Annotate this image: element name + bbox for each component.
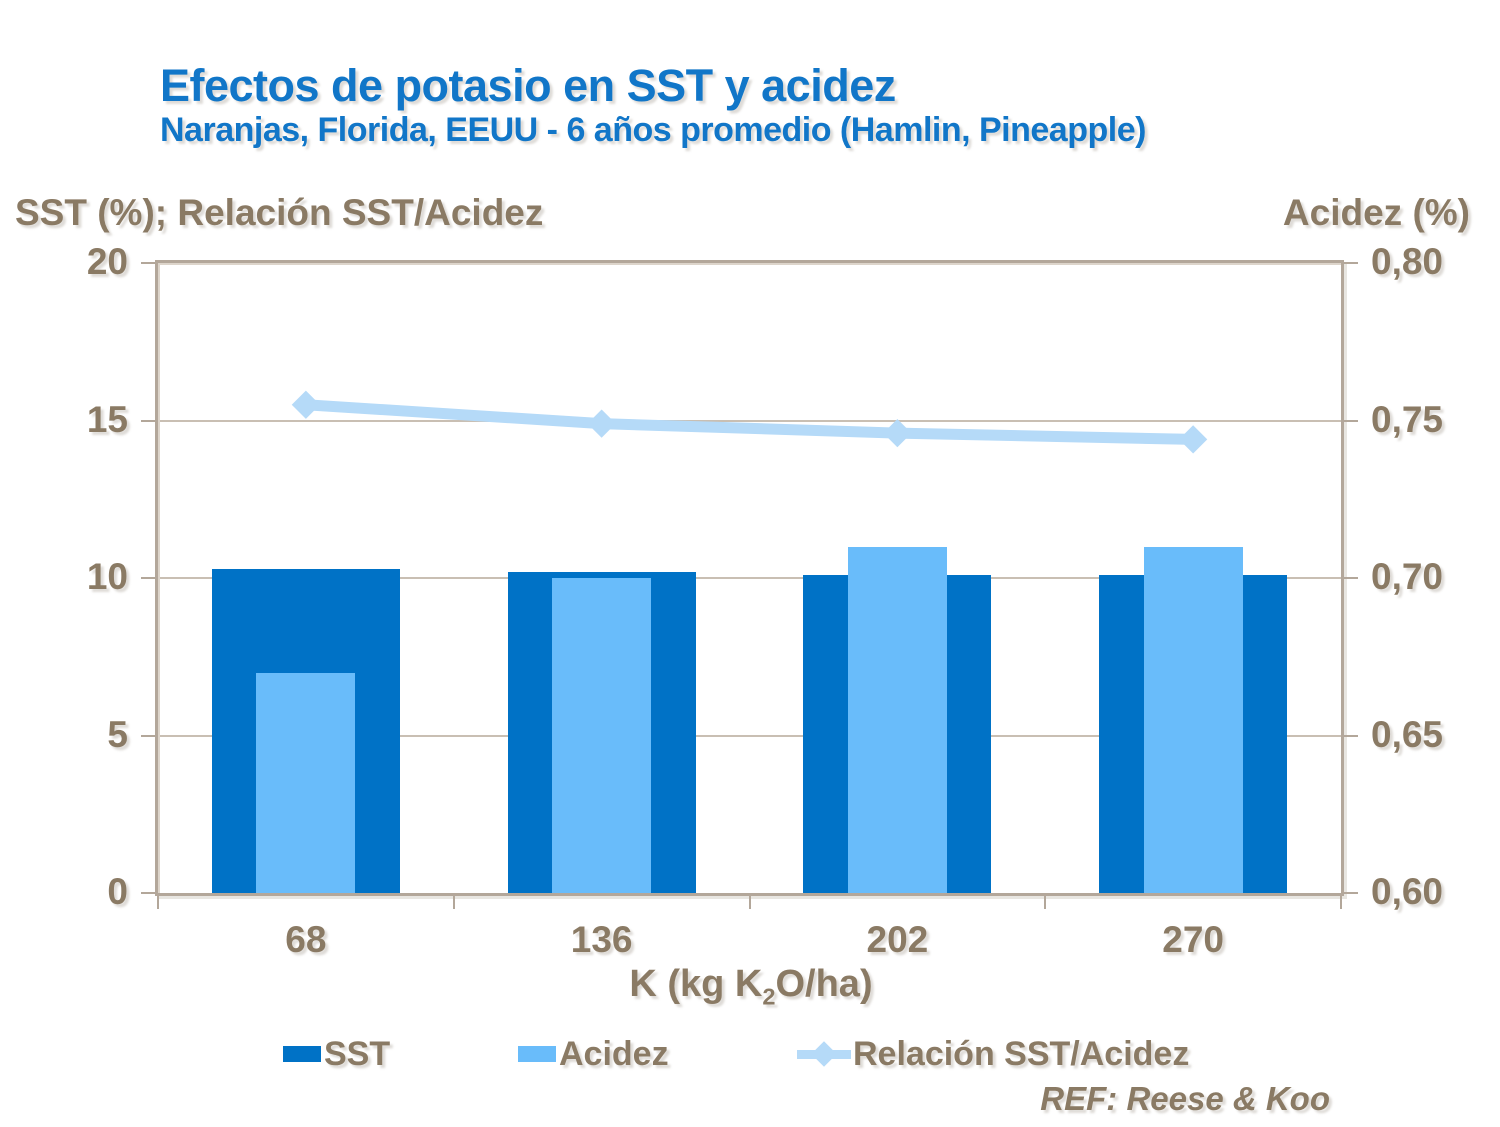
x-category-label: 136 [570,919,633,960]
x-axis-tick [748,893,751,909]
left-axis-title: SST (%); Relación SST/Acidez [15,192,544,233]
acidez-legend-swatch-icon [518,1046,556,1062]
left-axis-tick [141,419,155,422]
diamond-marker-icon [811,1040,837,1067]
x-axis-tick [157,893,159,909]
legend-item-sst: SST [283,1034,390,1074]
x-axis-tick [1340,893,1342,909]
right-axis-tick-label: 0,70 [1371,556,1444,597]
legend-item-acidez: Acidez [518,1034,669,1074]
ratio-line [305,399,1194,445]
right-axis-tick [1344,892,1358,894]
left-axis-tick [141,262,155,264]
bar-acidez-270 [1143,546,1243,893]
x-axis-title-pre: K (kg K [629,963,763,1005]
x-category-label: 202 [866,919,929,960]
x-axis-tick [1044,893,1047,909]
diamond-marker-icon [883,418,912,448]
x-axis-title-subscript: 2 [762,983,776,1010]
bar-acidez-136 [552,578,652,893]
x-axis-title: K (kg K2O/ha) [441,963,1061,1011]
bar-acidez-68 [256,672,356,893]
left-axis-tick-label: 10 [86,556,128,597]
chart-subtitle: Naranjas, Florida, EEUU - 6 años promedi… [160,111,1146,149]
x-category-label: 270 [1162,919,1224,960]
chart-title: Efectos de potasio en SST y acidez [160,60,896,111]
right-axis-tick [1344,419,1358,422]
legend-label-sst: SST [324,1035,391,1073]
left-axis-tick-label: 20 [86,241,128,282]
right-axis-tick-label: 0,60 [1371,871,1444,912]
bar-acidez-202 [847,546,947,893]
right-axis-tick-label: 0,75 [1371,398,1444,440]
diamond-marker-icon [1178,425,1208,454]
sst-legend-swatch-icon [283,1046,321,1062]
gridline [158,734,1341,737]
line-diamond-legend-icon [797,1040,851,1067]
plot-area: 0 5 10 15 20 0,60 0,65 0,70 0,75 0,80 68 136 202 270 [87,241,1443,960]
legend-label-acidez: Acidez [559,1035,669,1073]
diamond-marker-icon [291,390,321,419]
left-axis-tick [141,734,155,737]
left-axis-tick [141,577,155,579]
x-axis-title-post: O/ha) [775,963,873,1005]
x-axis-tick [452,893,455,909]
right-axis-tick [1344,262,1358,264]
diamond-marker-icon [587,409,616,438]
left-axis-tick-label: 0 [107,871,128,912]
left-axis-tick-label: 5 [107,713,128,755]
reference-citation: REF: Reese & Koo [1040,1080,1330,1117]
gridline [158,419,1341,422]
left-axis-tick-label: 15 [86,398,128,440]
legend-item-relacion: Relación SST/Acidez [797,1034,1189,1074]
right-axis-tick [1344,577,1358,579]
right-axis-title: Acidez (%) [1282,192,1470,233]
right-axis-tick-label: 0,65 [1371,713,1444,755]
legend-label-relacion: Relación SST/Acidez [853,1035,1190,1073]
gridline [158,577,1341,579]
right-axis-tick-label: 0,80 [1371,241,1444,282]
right-axis-tick [1344,734,1358,737]
x-category-label: 68 [285,919,327,960]
left-axis-tick [141,892,155,894]
